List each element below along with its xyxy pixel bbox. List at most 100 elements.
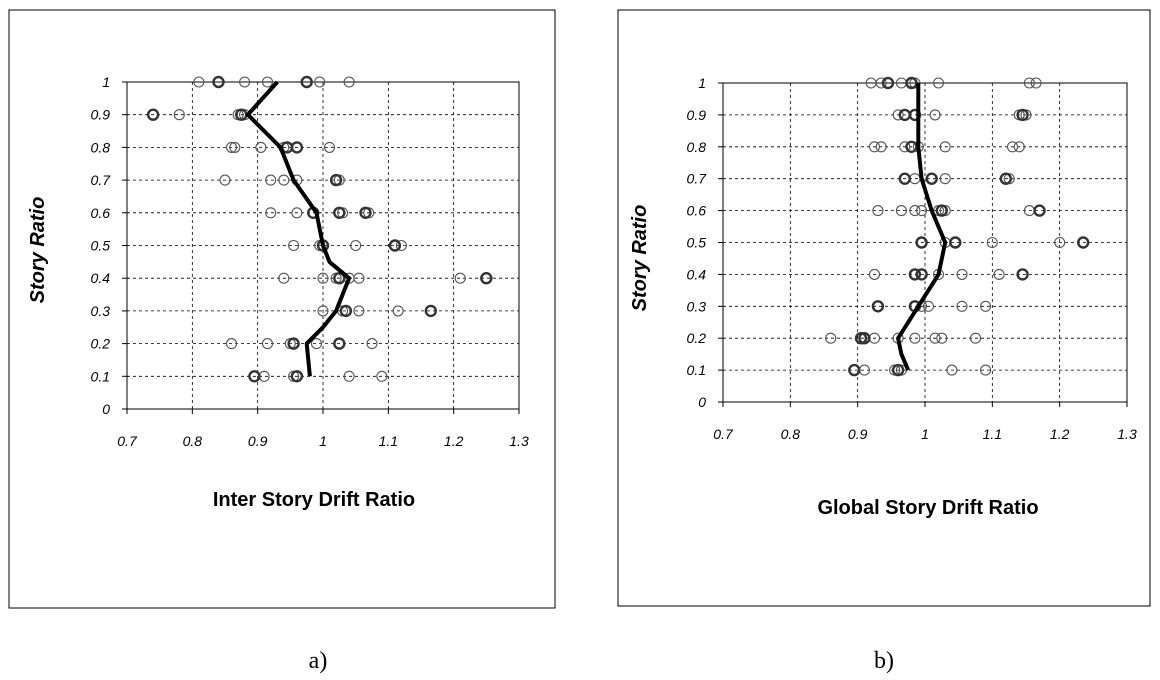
data-point	[300, 75, 313, 89]
x-tick-label: 0.8	[781, 426, 801, 442]
x-tick-label: 1	[921, 426, 929, 442]
data-point	[922, 300, 934, 312]
data-point	[261, 338, 274, 350]
chart-b: 0.7 0.8 0.9 1 1.1 1.2 1.3 0 0.1 0.2 0.3 0.4 0.5 0.6 0.…	[687, 75, 1137, 442]
data-point	[333, 272, 346, 285]
panel-caption-b: b)	[874, 648, 894, 674]
data-point	[212, 75, 225, 89]
data-point	[278, 174, 290, 186]
data-point	[936, 332, 948, 344]
data-point	[881, 76, 895, 90]
data-point	[932, 77, 945, 89]
data-point	[265, 207, 277, 219]
data-point	[290, 141, 304, 154]
data-point	[146, 108, 160, 121]
data-point	[229, 141, 241, 153]
x-tick-label: 1.1	[983, 426, 1002, 442]
data-point	[239, 76, 251, 88]
data-point	[278, 272, 290, 284]
x-axis-title-a: Inter Story Drift Ratio	[213, 489, 415, 511]
y-tick-label: 0.6	[687, 203, 707, 219]
x-tick-label: 0.7	[117, 433, 138, 449]
x-tick-label: 1.3	[509, 433, 529, 449]
data-point	[480, 272, 493, 285]
data-point	[858, 332, 871, 345]
data-point	[956, 268, 968, 280]
data-point	[935, 204, 948, 217]
data-point	[915, 268, 928, 281]
x-tick-label: 0.8	[183, 433, 203, 449]
data-point	[395, 239, 407, 252]
data-point	[310, 338, 323, 350]
data-point	[323, 141, 336, 153]
data-point	[993, 268, 1005, 280]
data-point	[848, 363, 861, 377]
data-point	[343, 370, 355, 382]
y-axis-title-b: Story Ratio	[629, 205, 651, 312]
data-point	[339, 304, 353, 318]
data-point	[925, 172, 938, 185]
data-point	[1030, 77, 1042, 89]
data-point	[350, 239, 362, 252]
data-point	[317, 272, 329, 284]
data-point	[359, 206, 372, 220]
y-tick-label: 0.7	[91, 172, 112, 188]
data-point	[353, 272, 365, 284]
data-point	[291, 207, 303, 219]
x-tick-label: 1.2	[1050, 426, 1070, 442]
x-axis-title-b: Global Story Drift Ratio	[817, 497, 1038, 519]
data-point	[287, 337, 300, 350]
y-tick-label: 0.6	[91, 205, 111, 221]
y-tick-label: 0.9	[91, 107, 111, 123]
y-tick-label: 0.8	[687, 139, 707, 155]
data-point	[899, 141, 911, 153]
data-point	[875, 77, 887, 89]
data-point	[288, 239, 300, 252]
data-point	[929, 109, 941, 121]
data-point	[333, 206, 346, 220]
y-tick-label: 0.5	[91, 238, 111, 254]
y-tick-label: 0	[698, 394, 706, 410]
data-point	[939, 173, 951, 185]
data-point	[219, 174, 231, 186]
x-tick-label: 1.1	[379, 433, 398, 449]
data-point	[872, 205, 884, 217]
x-tick-label: 0.9	[248, 433, 268, 449]
data-point	[1016, 268, 1029, 281]
data-point	[1076, 236, 1090, 249]
x-tick-label: 1	[319, 433, 327, 449]
x-tick-label: 1.2	[444, 433, 464, 449]
data-point	[891, 363, 905, 377]
y-tick-label: 0	[102, 401, 110, 417]
data-point	[290, 370, 304, 383]
data-point	[317, 305, 329, 317]
data-point	[939, 141, 951, 153]
x-tick-label: 0.7	[713, 426, 734, 442]
data-point	[892, 109, 904, 121]
data-point	[255, 141, 267, 153]
y-axis-title-a: Story Ratio	[27, 197, 49, 304]
data-point	[929, 332, 941, 344]
mean-line	[896, 83, 948, 371]
y-tick-label: 0.9	[687, 107, 707, 123]
data-point	[868, 268, 881, 280]
y-tick-label: 0.1	[91, 368, 110, 384]
data-point	[969, 332, 982, 344]
data-point	[225, 338, 238, 350]
data-point	[173, 109, 185, 121]
data-point	[1013, 141, 1025, 153]
data-point	[915, 236, 928, 249]
data-point	[916, 205, 928, 217]
data-point	[946, 364, 958, 376]
data-point	[1016, 108, 1029, 122]
data-point	[376, 370, 388, 382]
x-tick-label: 1.3	[1117, 426, 1137, 442]
y-tick-label: 0.4	[687, 266, 707, 282]
mean-line	[245, 80, 352, 377]
data-point	[261, 76, 274, 88]
data-point	[895, 205, 907, 217]
data-point	[388, 239, 402, 252]
y-tick-label: 0.2	[687, 330, 707, 346]
data-point	[898, 172, 911, 185]
